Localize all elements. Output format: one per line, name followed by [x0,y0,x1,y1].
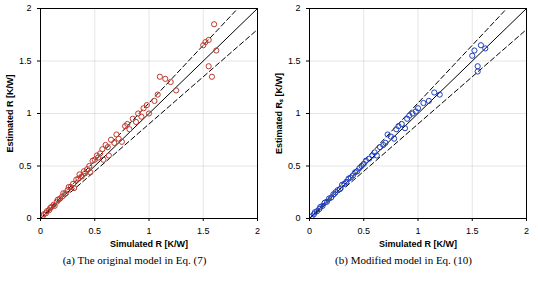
html-text:(a) The original model in Eq.: (a) The original model in Eq. (7) [62,254,207,266]
svg-text:1.5: 1.5 [19,56,32,66]
svg-text:0.5: 0.5 [88,226,101,236]
svg-text:0.5: 0.5 [288,161,301,171]
svg-text:0.5: 0.5 [19,161,32,171]
svg-text:1: 1 [146,226,151,236]
svg-text:0.5: 0.5 [357,226,370,236]
svg-text:0: 0 [295,213,300,223]
svg-text:2: 2 [255,226,260,236]
svg-text:2: 2 [524,226,529,236]
svg-text:1.5: 1.5 [197,226,210,236]
svg-text:Estimated Rₛ [K/W]: Estimated Rₛ [K/W] [274,73,284,154]
svg-text:1: 1 [26,108,31,118]
svg-text:1: 1 [295,108,300,118]
svg-text:0: 0 [38,226,43,236]
svg-text:1.5: 1.5 [466,226,479,236]
svg-text:Simulated R [K/W]: Simulated R [K/W] [379,239,457,249]
svg-text:2: 2 [295,3,300,13]
svg-text:0: 0 [26,213,31,223]
svg-text:Simulated R [K/W]: Simulated R [K/W] [110,239,188,249]
html-text:(b) Modified model in Eq. (10): (b) Modified model in Eq. (10) [335,254,472,266]
svg-text:1.5: 1.5 [288,56,301,66]
svg-text:2: 2 [26,3,31,13]
svg-text:0: 0 [307,226,312,236]
svg-text:1: 1 [415,226,420,236]
svg-text:Estimated R [K/W]: Estimated R [K/W] [5,74,15,152]
